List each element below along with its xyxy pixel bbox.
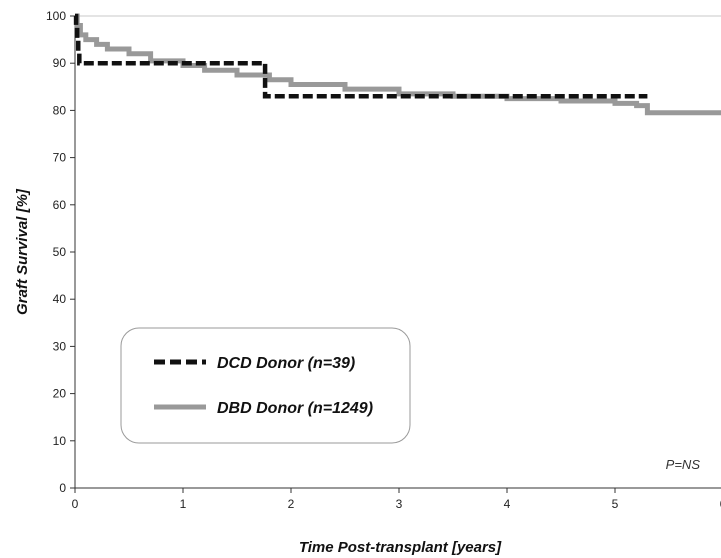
series-dbd-line	[74, 13, 721, 116]
x-tick-label: 2	[288, 497, 295, 511]
legend: DCD Donor (n=39) DBD Donor (n=1249)	[120, 327, 411, 444]
y-tick-label: 30	[53, 339, 67, 353]
x-tick-label: 0	[72, 497, 79, 511]
y-axis-title: Graft Survival [%]	[14, 188, 31, 315]
p-value-annotation: P=NS	[666, 457, 701, 472]
x-tick-label: 3	[396, 497, 403, 511]
series-dcd-line	[73, 13, 648, 99]
x-tick-label: 6	[720, 497, 721, 511]
y-tick-label: 80	[53, 103, 67, 117]
x-axis-title: Time Post-transplant [years]	[299, 539, 502, 556]
y-tick-label: 50	[53, 245, 67, 259]
y-tick-label: 10	[53, 434, 67, 448]
x-tick-label: 1	[180, 497, 187, 511]
y-tick-label: 0	[59, 481, 66, 495]
x-tick-label: 5	[612, 497, 619, 511]
series-layer	[73, 13, 721, 116]
y-tick-label: 90	[53, 56, 67, 70]
legend-label-dbd: DBD Donor (n=1249)	[217, 400, 373, 417]
y-tick-label: 60	[53, 198, 67, 212]
y-tick-label: 70	[53, 151, 67, 165]
y-tick-label: 20	[53, 387, 67, 401]
y-tick-label: 40	[53, 292, 67, 306]
legend-box	[120, 327, 411, 444]
axes: 0 10 20 30 40 50 60 70 80 90 100 0 1 2 3 4 5 6	[46, 9, 721, 511]
x-tick-label: 4	[504, 497, 511, 511]
y-tick-label: 100	[46, 9, 66, 23]
legend-label-dcd: DCD Donor (n=39)	[217, 355, 355, 372]
